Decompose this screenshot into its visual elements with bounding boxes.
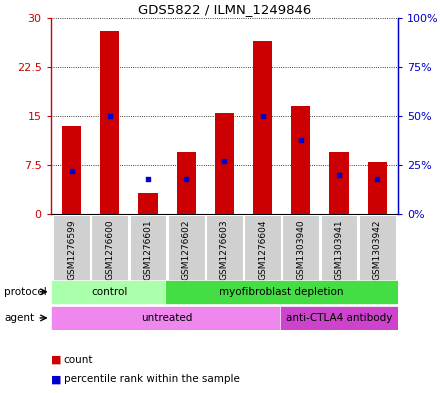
- Bar: [282, 215, 319, 303]
- Text: protocol: protocol: [4, 287, 47, 297]
- Text: GSM1276602: GSM1276602: [182, 219, 191, 280]
- Bar: [215, 113, 234, 214]
- Bar: [130, 215, 166, 303]
- Text: GSM1276601: GSM1276601: [143, 219, 153, 280]
- Bar: [168, 215, 205, 303]
- Title: GDS5822 / ILMN_1249846: GDS5822 / ILMN_1249846: [138, 4, 311, 17]
- Text: GSM1276603: GSM1276603: [220, 219, 229, 280]
- Bar: [244, 215, 281, 303]
- Bar: [51, 306, 284, 330]
- Point: [221, 158, 228, 164]
- Point: [106, 113, 114, 119]
- Text: GSM1276599: GSM1276599: [67, 219, 76, 280]
- Bar: [359, 215, 396, 303]
- Text: GSM1276600: GSM1276600: [105, 219, 114, 280]
- Text: ■: ■: [51, 374, 61, 384]
- Bar: [53, 215, 90, 303]
- Text: agent: agent: [4, 313, 34, 323]
- Point: [144, 176, 151, 182]
- Bar: [291, 106, 310, 214]
- Text: untreated: untreated: [141, 313, 193, 323]
- Bar: [51, 279, 169, 304]
- Text: myofibroblast depletion: myofibroblast depletion: [220, 287, 344, 297]
- Bar: [176, 152, 196, 214]
- Bar: [321, 215, 357, 303]
- Bar: [368, 162, 387, 214]
- Bar: [62, 126, 81, 214]
- Text: GSM1303942: GSM1303942: [373, 219, 381, 280]
- Point: [259, 113, 266, 119]
- Text: GSM1303940: GSM1303940: [296, 219, 305, 280]
- Text: control: control: [92, 287, 128, 297]
- Bar: [100, 31, 119, 214]
- Bar: [165, 279, 398, 304]
- Point: [335, 172, 342, 178]
- Point: [68, 168, 75, 174]
- Text: GSM1303941: GSM1303941: [334, 219, 344, 280]
- Bar: [206, 215, 243, 303]
- Bar: [280, 306, 398, 330]
- Text: GSM1276604: GSM1276604: [258, 219, 267, 280]
- Bar: [330, 152, 348, 214]
- Point: [183, 176, 190, 182]
- Point: [297, 136, 304, 143]
- Bar: [253, 40, 272, 214]
- Text: ■: ■: [51, 354, 61, 365]
- Text: count: count: [64, 354, 93, 365]
- Text: percentile rank within the sample: percentile rank within the sample: [64, 374, 240, 384]
- Bar: [92, 215, 128, 303]
- Bar: [139, 193, 158, 214]
- Point: [374, 176, 381, 182]
- Text: anti-CTLA4 antibody: anti-CTLA4 antibody: [286, 313, 392, 323]
